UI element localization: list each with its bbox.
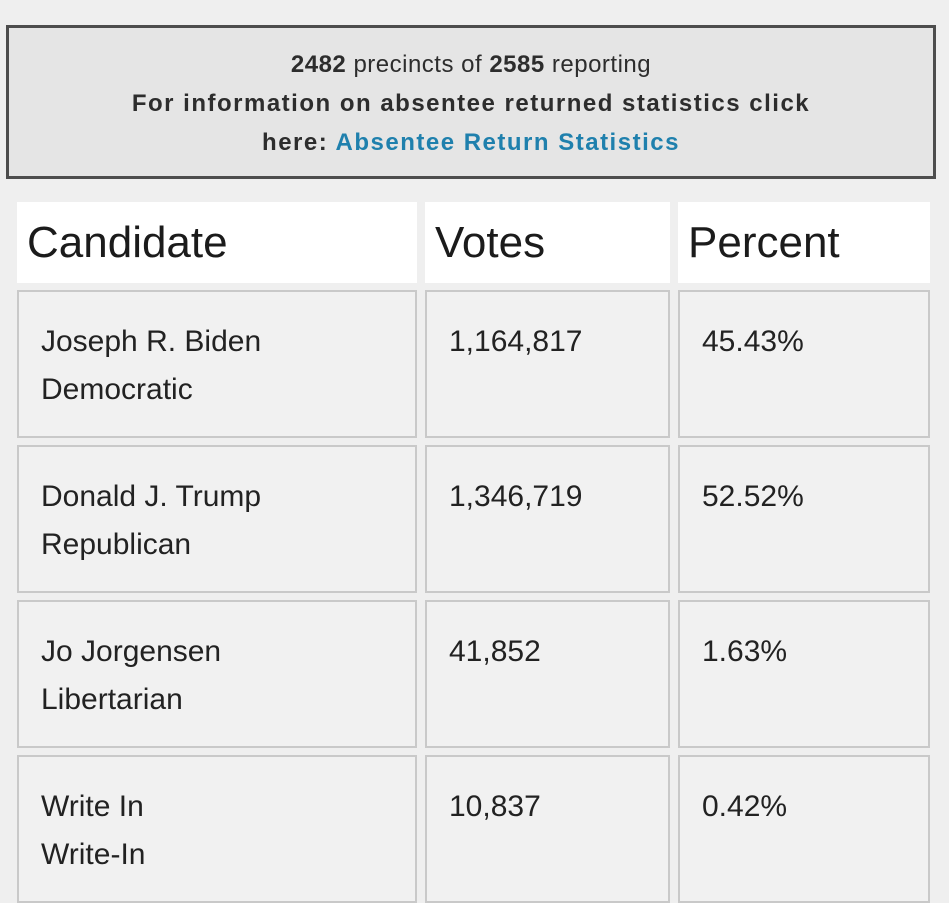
percent-cell: 0.42%: [678, 755, 930, 903]
candidate-cell: Joseph R. Biden Democratic: [17, 290, 417, 438]
votes-column-header: Votes: [425, 202, 670, 283]
candidate-name: Joseph R. Biden: [41, 325, 262, 358]
precincts-total-count: 2585: [489, 51, 545, 78]
candidate-cell: Write In Write-In: [17, 755, 417, 903]
candidate-party: Democratic: [41, 373, 193, 406]
precincts-reported-count: 2482: [290, 51, 347, 78]
candidate-party: Libertarian: [41, 683, 183, 716]
reporting-text: reporting: [551, 51, 652, 78]
candidate-party: Write-In: [41, 838, 146, 871]
percent-cell: 52.52%: [678, 445, 930, 593]
candidate-name: Write In: [41, 790, 144, 823]
candidate-cell: Jo Jorgensen Libertarian: [17, 600, 417, 748]
precincts-reporting-text: 2482 precincts of 2585 reporting: [9, 45, 933, 84]
percent-cell: 45.43%: [678, 290, 930, 438]
votes-cell: 10,837: [425, 755, 670, 903]
votes-cell: 1,164,817: [425, 290, 670, 438]
precincts-notice-box: 2482 precincts of 2585 reporting For inf…: [6, 25, 936, 179]
absentee-info-text: For information on absentee returned sta…: [9, 84, 933, 162]
candidate-party: Republican: [41, 528, 192, 561]
absentee-info-line1: For information on absentee returned sta…: [131, 90, 811, 117]
candidate-name: Donald J. Trump: [41, 480, 262, 513]
candidate-name: Jo Jorgensen: [41, 635, 222, 668]
results-table: Candidate Votes Percent Joseph R. Biden …: [17, 202, 930, 903]
candidate-cell: Donald J. Trump Republican: [17, 445, 417, 593]
candidate-column-header: Candidate: [17, 202, 417, 283]
votes-cell: 41,852: [425, 600, 670, 748]
percent-column-header: Percent: [678, 202, 930, 283]
percent-cell: 1.63%: [678, 600, 930, 748]
absentee-return-statistics-link[interactable]: Absentee Return Statistics: [335, 129, 680, 156]
votes-cell: 1,346,719: [425, 445, 670, 593]
precincts-text: precincts of: [353, 51, 483, 78]
absentee-info-line2-prefix: here:: [262, 129, 329, 156]
